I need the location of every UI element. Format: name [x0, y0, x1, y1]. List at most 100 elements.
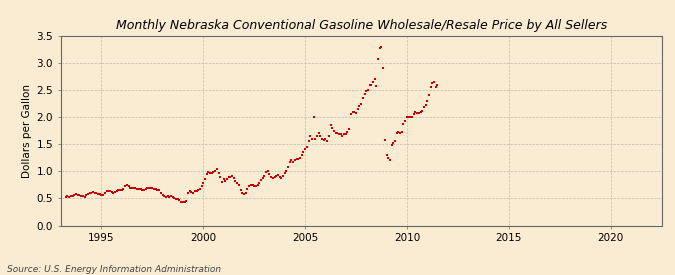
Point — [286, 158, 297, 163]
Text: Source: U.S. Energy Information Administration: Source: U.S. Energy Information Administ… — [7, 265, 221, 274]
Point — [366, 82, 377, 87]
Point — [205, 171, 215, 176]
Point — [213, 171, 224, 175]
Point — [65, 194, 76, 199]
Point — [178, 200, 188, 204]
Point — [190, 189, 200, 194]
Point — [69, 193, 80, 197]
Point — [378, 66, 389, 70]
Point — [152, 188, 163, 192]
Point — [267, 176, 278, 180]
Point — [329, 128, 340, 133]
Point — [132, 186, 142, 191]
Point — [200, 177, 211, 182]
Point — [64, 195, 75, 199]
Point — [346, 112, 356, 117]
Point — [103, 189, 113, 194]
Point — [405, 115, 416, 119]
Point — [217, 180, 227, 184]
Point — [115, 188, 126, 192]
Point — [406, 115, 417, 119]
Point — [300, 146, 310, 151]
Point — [240, 191, 251, 195]
Point — [344, 127, 355, 131]
Point — [155, 191, 166, 195]
Point — [183, 191, 194, 195]
Point — [261, 170, 271, 175]
Point — [225, 175, 236, 179]
Y-axis label: Dollars per Gallon: Dollars per Gallon — [22, 84, 32, 178]
Point — [252, 183, 263, 188]
Point — [134, 186, 144, 191]
Point — [385, 158, 396, 163]
Point — [184, 189, 195, 193]
Point — [137, 188, 148, 192]
Point — [74, 193, 85, 197]
Point — [82, 191, 93, 196]
Point — [191, 189, 202, 193]
Point — [376, 44, 387, 49]
Point — [101, 189, 112, 194]
Point — [263, 169, 273, 174]
Point — [106, 190, 117, 194]
Point — [276, 176, 287, 180]
Point — [310, 137, 321, 141]
Point — [84, 191, 95, 195]
Point — [402, 115, 412, 119]
Point — [95, 192, 105, 196]
Point — [347, 109, 358, 114]
Point — [81, 193, 92, 197]
Point — [352, 107, 363, 111]
Point — [337, 134, 348, 138]
Point — [330, 131, 341, 136]
Point — [312, 134, 323, 138]
Point — [142, 185, 153, 190]
Point — [373, 56, 383, 61]
Point — [415, 109, 426, 114]
Point — [89, 191, 100, 195]
Point — [215, 175, 225, 179]
Point — [427, 81, 438, 86]
Point — [271, 174, 281, 178]
Point — [128, 185, 139, 190]
Point — [281, 169, 292, 174]
Point — [393, 130, 404, 134]
Point — [362, 88, 373, 92]
Point — [279, 171, 290, 176]
Point — [176, 199, 187, 204]
Point — [354, 104, 365, 108]
Point — [144, 185, 155, 190]
Point — [313, 131, 324, 136]
Point — [135, 187, 146, 191]
Point — [284, 159, 295, 164]
Point — [350, 111, 361, 115]
Point — [386, 143, 397, 147]
Title: Monthly Nebraska Conventional Gasoline Wholesale/Resale Price by All Sellers: Monthly Nebraska Conventional Gasoline W… — [115, 19, 607, 32]
Point — [154, 188, 165, 192]
Point — [379, 138, 390, 142]
Point — [423, 93, 434, 98]
Point — [389, 139, 400, 144]
Point — [273, 173, 284, 177]
Point — [161, 195, 171, 199]
Point — [62, 194, 73, 198]
Point — [383, 156, 394, 160]
Point — [125, 185, 136, 190]
Point — [320, 137, 331, 141]
Point — [235, 188, 246, 192]
Point — [293, 157, 304, 161]
Point — [198, 181, 209, 185]
Point — [117, 188, 128, 192]
Point — [196, 184, 207, 189]
Point — [110, 190, 121, 194]
Point — [342, 130, 353, 134]
Point — [254, 181, 265, 185]
Point — [256, 178, 267, 182]
Point — [211, 166, 222, 171]
Point — [277, 174, 288, 178]
Point — [283, 165, 294, 169]
Point — [208, 170, 219, 175]
Point — [421, 103, 431, 107]
Point — [186, 190, 197, 194]
Point — [244, 184, 254, 189]
